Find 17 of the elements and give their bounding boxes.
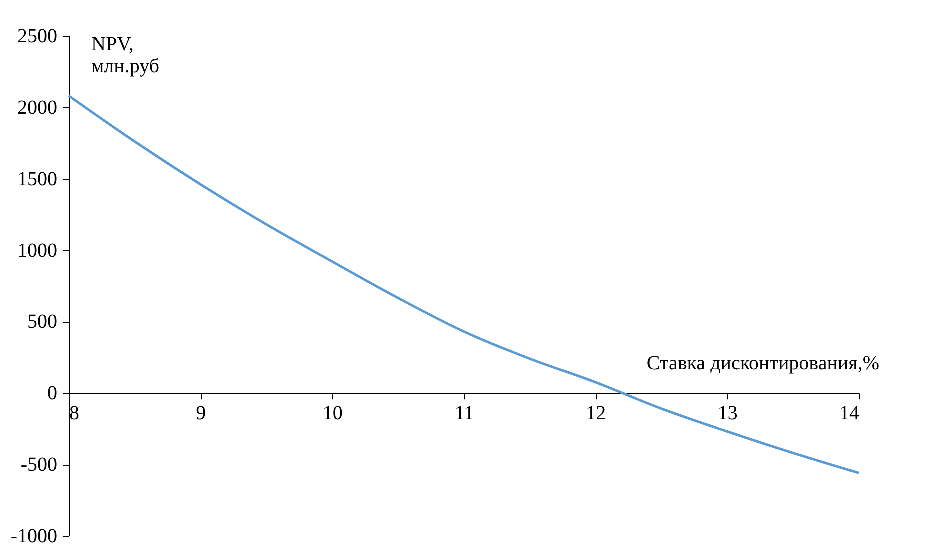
y-tick-label: -500 [20,454,58,476]
x-tick-label: 13 [718,402,738,425]
y-tick-label: -1000 [10,526,58,548]
y-tick-label: 500 [28,311,58,334]
y-tick-label: 2500 [18,26,58,48]
y-tick-label: 0 [48,382,58,405]
y-tick-label: 1500 [18,168,58,190]
y-tick-label: 1000 [18,240,58,262]
x-tick-label: 9 [196,402,206,425]
x-tick-label: 11 [454,402,474,425]
x-tick-label: 10 [322,402,343,425]
x-axis-title: Ставка дисконтирования,% [646,352,880,375]
x-tick-label: 8 [70,402,80,425]
y-tick-label: 2000 [18,96,58,119]
x-tick-label: 14 [840,402,860,425]
y-axis-title: NPV, млн.руб [92,34,160,78]
x-tick-label: 12 [586,402,606,425]
